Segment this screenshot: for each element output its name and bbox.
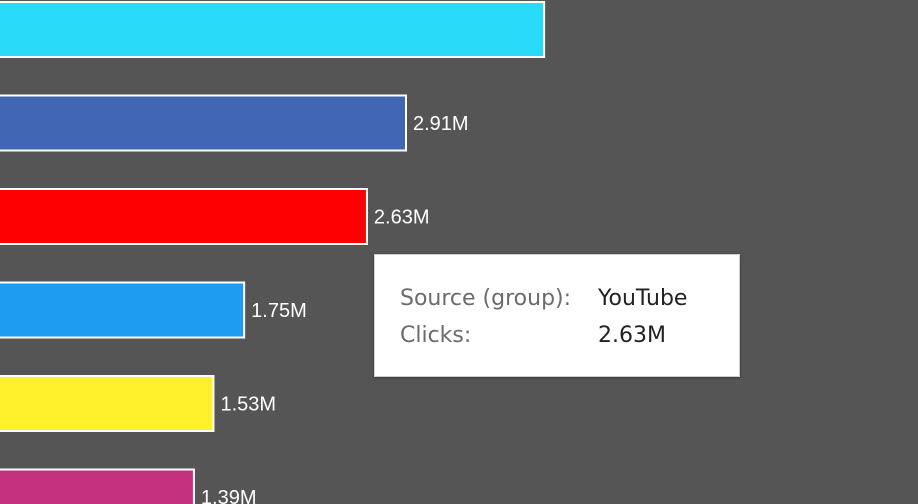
tooltip-key-clicks: Clicks: (400, 323, 472, 348)
tooltip-row-source: Source (group): YouTube (400, 286, 687, 312)
tooltip-key-source: Source (group): (400, 286, 572, 311)
bar-value-label: 1.39M (201, 487, 257, 504)
chart-tooltip: Source (group): YouTube Clicks: 2.63M (374, 254, 740, 377)
tooltip-value-source: YouTube (598, 286, 688, 311)
tooltip-row-clicks: Clicks: 2.63M (400, 323, 666, 349)
bar-5[interactable] (0, 468, 195, 504)
bar-1[interactable] (0, 94, 407, 152)
bar-2[interactable] (0, 188, 368, 245)
bar-0[interactable] (0, 1, 546, 58)
bar-3[interactable] (0, 281, 246, 339)
bar-4[interactable] (0, 375, 215, 432)
bar-value-label: 2.63M (374, 207, 430, 229)
bar-value-label: 1.53M (220, 394, 276, 416)
bar-value-label: 2.91M (413, 113, 469, 135)
bar-value-label: 1.75M (251, 300, 307, 322)
tooltip-value-clicks: 2.63M (598, 323, 666, 348)
